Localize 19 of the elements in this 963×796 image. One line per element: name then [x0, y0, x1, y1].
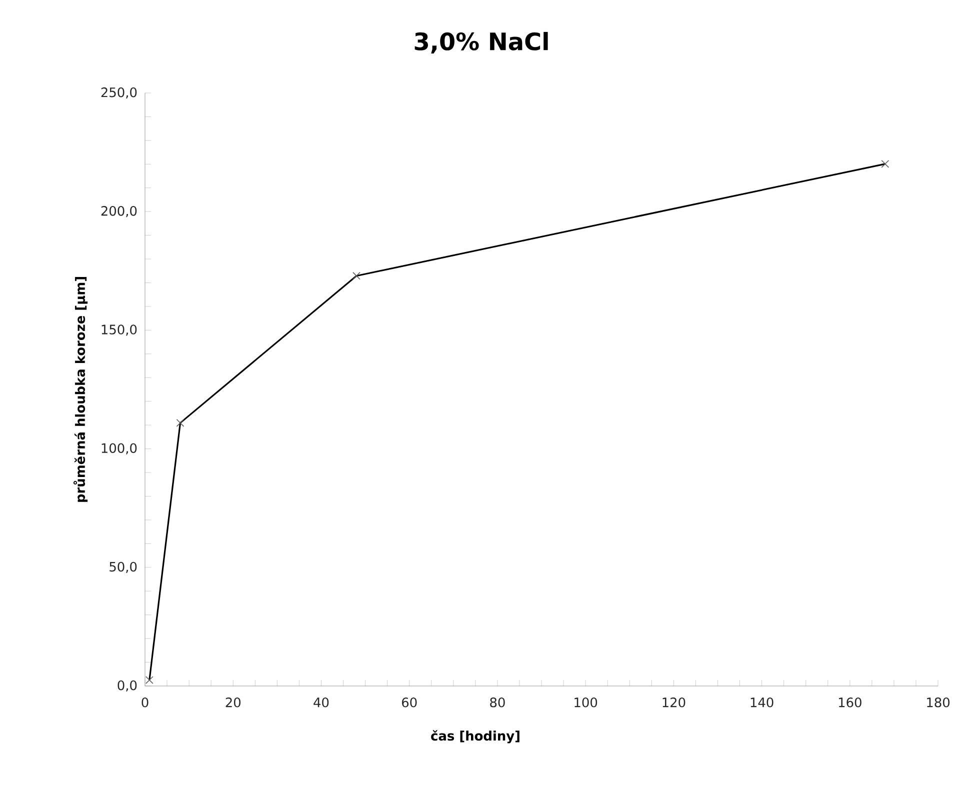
y-tick-label: 100,0 — [102, 443, 137, 454]
x-tick-label: 160 — [838, 698, 862, 708]
x-tick-label: 80 — [490, 698, 505, 708]
chart-title: 3,0% NaCl — [414, 32, 548, 54]
x-tick-label: 140 — [750, 698, 774, 708]
x-tick-label: 60 — [402, 698, 417, 708]
x-tick-label: 0 — [142, 698, 148, 708]
x-tick-label: 40 — [314, 698, 329, 708]
y-tick-label: 250,0 — [101, 87, 137, 99]
x-axis-title: čas [hodiny] — [431, 730, 520, 744]
y-tick-label: 0,0 — [118, 680, 137, 692]
x-tick-label: 120 — [662, 698, 686, 708]
y-tick-label: 50,0 — [110, 562, 137, 573]
y-tick-label: 200,0 — [101, 206, 137, 218]
x-tick-label: 180 — [927, 698, 950, 708]
x-tick-label: 20 — [226, 698, 240, 708]
y-axis-title: průměrná hloubka koroze [µm] — [73, 277, 88, 502]
x-tick-label: 100 — [574, 698, 598, 708]
y-tick-label: 150,0 — [102, 324, 137, 336]
